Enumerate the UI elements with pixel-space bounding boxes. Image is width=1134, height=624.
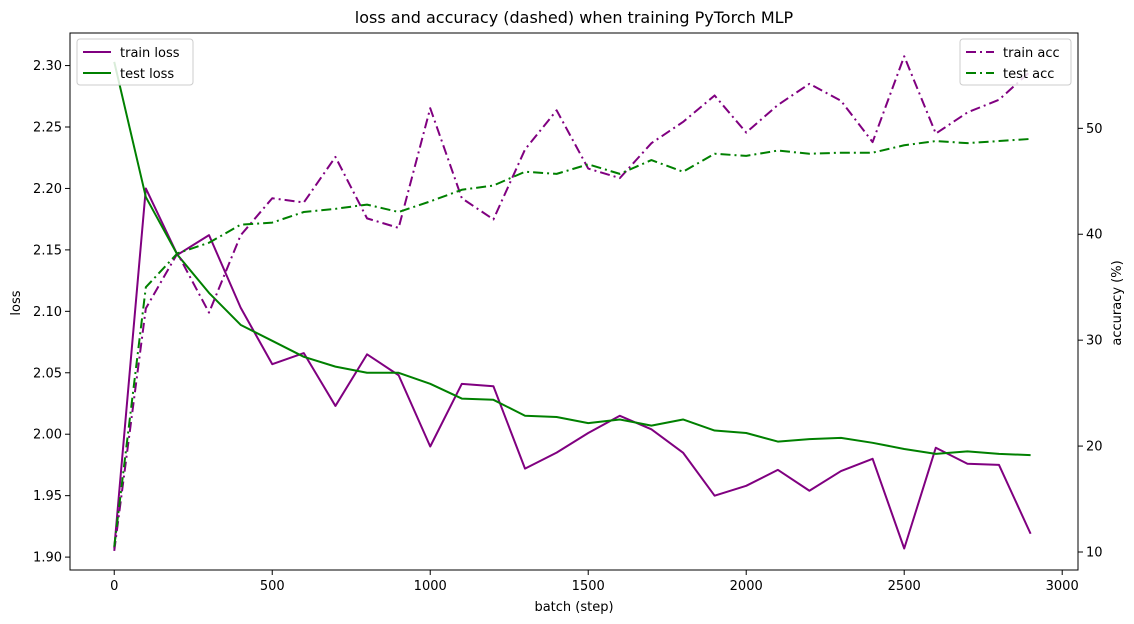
legend-label-test-loss: test loss	[120, 67, 174, 82]
x-tick-label: 1000	[414, 579, 447, 594]
left-y-axis-title: loss	[9, 290, 24, 315]
right-y-tick-label: 10	[1086, 545, 1103, 560]
left-y-tick-label: 2.25	[33, 121, 62, 136]
x-tick-label: 3000	[1046, 579, 1079, 594]
right-y-tick-label: 30	[1086, 334, 1103, 349]
x-axis-title: batch (step)	[534, 600, 613, 615]
series-line-train-loss	[113, 187, 1032, 550]
legend-label-train-loss: train loss	[120, 46, 180, 61]
left-y-tick-label: 2.05	[33, 366, 62, 381]
left-y-tick-label: 2.15	[33, 243, 62, 258]
legend-loss: train loss test loss	[76, 38, 194, 86]
left-y-tick-label: 2.00	[33, 428, 62, 443]
legend-label-test-acc: test acc	[1003, 67, 1054, 82]
right-y-tick-label: 50	[1086, 122, 1103, 137]
plot-area	[69, 32, 1079, 571]
x-tick-label: 2500	[888, 579, 921, 594]
plot-frame	[69, 32, 1079, 571]
chart-title: loss and accuracy (dashed) when training…	[355, 8, 794, 27]
legend-label-train-acc: train acc	[1003, 46, 1060, 61]
left-y-tick-label: 2.20	[33, 182, 62, 197]
right-y-axis-title: accuracy (%)	[1110, 260, 1125, 345]
x-tick-label: 1500	[572, 579, 605, 594]
right-y-axis: 10 20 30 40 50	[1078, 122, 1103, 560]
legend-accuracy: train acc test acc	[959, 38, 1072, 86]
x-axis: 0 500 1000 1500 2000 2500 3000	[110, 570, 1079, 594]
series-line-train-acc	[113, 55, 1032, 552]
left-y-tick-label: 2.10	[33, 305, 62, 320]
x-tick-label: 2000	[730, 579, 763, 594]
x-tick-label: 500	[260, 579, 285, 594]
series-line-test-loss	[113, 61, 1031, 457]
left-y-tick-label: 1.90	[33, 551, 62, 566]
left-y-tick-label: 2.30	[33, 59, 62, 74]
left-y-tick-label: 1.95	[33, 489, 62, 504]
left-y-axis: 1.90 1.95 2.00 2.05 2.10 2.15 2.20 2.25 2.30	[33, 59, 70, 566]
right-y-tick-label: 20	[1086, 440, 1103, 455]
x-tick-label: 0	[110, 579, 118, 594]
right-y-tick-label: 40	[1086, 228, 1103, 243]
series-line-test-acc	[113, 137, 1031, 547]
